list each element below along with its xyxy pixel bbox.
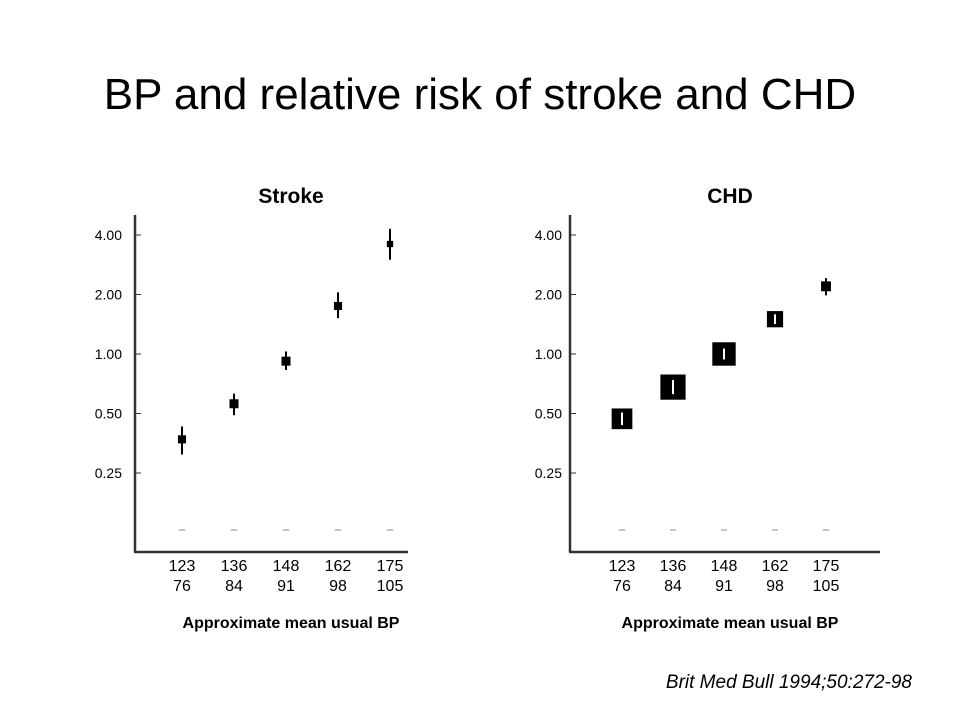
y-tick-label: 1.00 <box>95 346 122 362</box>
data-point <box>333 301 343 311</box>
x-axis-label: Approximate mean usual BP <box>183 615 400 632</box>
y-tick-label: 4.00 <box>535 227 562 243</box>
x-tick-label-systolic: 136 <box>221 558 248 575</box>
citation: Brit Med Bull 1994;50:272-98 <box>665 672 912 693</box>
x-tick-label-systolic: 136 <box>660 558 687 575</box>
x-tick-label-diastolic: 84 <box>225 578 243 595</box>
y-tick-label: 0.25 <box>535 465 562 481</box>
data-point <box>821 281 831 292</box>
x-tick-label-diastolic: 98 <box>329 578 347 595</box>
x-tick-label-diastolic: 76 <box>613 578 631 595</box>
slide-title: BP and relative risk of stroke and CHD <box>103 70 857 119</box>
stroke-chart: Stroke 4.00 2.00 1.00 0.50 0.25 123 76 136 84 148 9… <box>95 185 408 632</box>
y-tick-label: 0.50 <box>95 406 122 422</box>
y-tick-label: 4.00 <box>95 227 122 243</box>
x-tick-label-systolic: 162 <box>762 558 789 575</box>
chart-title: CHD <box>707 185 753 208</box>
y-tick-label: 1.00 <box>535 346 562 362</box>
x-tick-label-systolic: 175 <box>813 558 840 575</box>
x-tick-label-diastolic: 105 <box>813 578 840 595</box>
x-tick-label-diastolic: 105 <box>377 578 404 595</box>
x-tick-label-diastolic: 91 <box>715 578 733 595</box>
y-tick-label: 2.00 <box>95 287 122 303</box>
data-point <box>229 399 239 409</box>
y-tick-label: 2.00 <box>535 287 562 303</box>
x-tick-label-systolic: 175 <box>377 558 404 575</box>
x-tick-label-diastolic: 91 <box>277 578 295 595</box>
x-tick-label-diastolic: 76 <box>173 578 191 595</box>
x-tick-label-systolic: 162 <box>325 558 352 575</box>
chart-title: Stroke <box>258 185 323 208</box>
x-tick-label-diastolic: 98 <box>766 578 784 595</box>
x-tick-label-systolic: 123 <box>169 558 196 575</box>
x-axis-label: Approximate mean usual BP <box>622 615 839 632</box>
y-tick-label: 0.25 <box>95 465 122 481</box>
x-tick-label-diastolic: 84 <box>664 578 682 595</box>
x-tick-label-systolic: 123 <box>609 558 636 575</box>
x-tick-label-systolic: 148 <box>273 558 300 575</box>
data-point <box>281 356 291 366</box>
chd-chart: CHD 4.00 2.00 1.00 0.50 0.25 123 76 136 84 148 91 16… <box>535 185 880 632</box>
data-point <box>177 435 187 444</box>
x-tick-label-systolic: 148 <box>711 558 738 575</box>
data-point <box>386 240 394 248</box>
y-tick-label: 0.50 <box>535 406 562 422</box>
